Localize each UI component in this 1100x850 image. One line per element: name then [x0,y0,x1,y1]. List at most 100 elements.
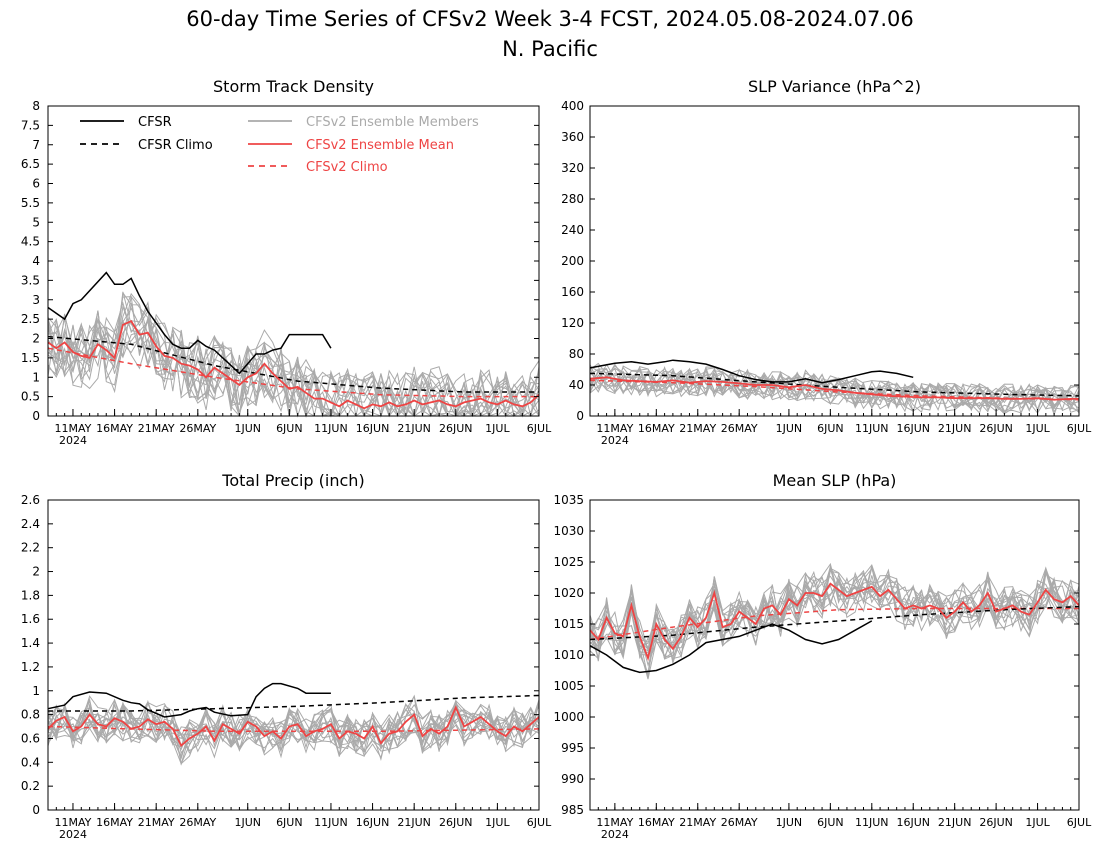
x-tick-label: 11JUN [855,422,889,435]
x-tick-label: 6JUN [817,422,844,435]
series-cfsr-climo [589,372,1080,397]
y-tick-label: 280 [561,192,584,206]
y-tick-label: 1 [32,684,40,698]
x-tick-label: 1JUL [1025,816,1050,829]
series-cfsv2-ensemble-mean [47,319,540,410]
x-tick-label: 1JUN [234,422,261,435]
y-tick-label: 985 [561,803,584,817]
y-tick-label: 2.6 [21,493,40,507]
x-tick-label: 26MAY [179,816,216,829]
y-tick-label: 0.6 [21,731,40,745]
x-tick-label: 26JUN [979,816,1013,829]
x-tick-label: 1JUN [776,816,803,829]
figure-title: 60-day Time Series of CFSv2 Week 3-4 FCS… [186,7,914,31]
y-tick-label: 0 [32,409,40,423]
y-tick-label: 7.5 [21,118,40,132]
y-tick-label: 1005 [553,679,584,693]
x-tick-label: 6JUL [1067,422,1092,435]
x-tick-label: 21JUN [397,816,431,829]
ensemble-members [589,562,1080,680]
x-tick-label: 1JUL [1025,422,1050,435]
y-tick-label: 1015 [553,617,584,631]
series-cfsr [589,620,873,674]
y-tick-label: 0 [576,409,584,423]
ensemble-member-line [47,701,540,765]
y-tick-label: 0.2 [21,779,40,793]
x-tick-label: 1JUN [234,816,261,829]
x-tick-label: 16MAY [638,422,675,435]
x-tick-label: 16JUN [356,816,390,829]
y-tick-label: 3 [32,293,40,307]
x-tick-label: 6JUL [1067,816,1092,829]
x-tick-label: 26JUN [439,816,473,829]
x-year-label: 2024 [59,828,87,841]
y-tick-label: 0.5 [21,390,40,404]
x-tick-label: 6JUN [276,422,303,435]
x-tick-label: 16JUN [356,422,390,435]
x-tick-label: 11MAY [55,422,92,435]
y-tick-label: 2.4 [21,517,40,531]
x-tick-label: 21JUN [938,816,972,829]
series-cfsv2-ensemble-mean [589,376,1079,401]
y-tick-label: 1.5 [21,351,40,365]
series-cfsr [589,359,914,384]
x-tick-label: 26MAY [179,422,216,435]
y-tick-label: 1010 [553,648,584,662]
y-tick-label: 160 [561,285,584,299]
x-tick-label: 26JUN [439,422,473,435]
series-cfsr [47,682,331,718]
y-tick-label: 120 [561,316,584,330]
x-tick-label: 16JUN [896,422,930,435]
chart-panel-2: SLP Variance (hPa^2) 0 40 80 120 160 200 240 280… [561,77,1092,447]
x-tick-label: 16MAY [96,816,133,829]
y-tick-label: 1.2 [21,660,40,674]
y-tick-label: 2 [32,332,40,346]
x-tick-label: 11MAY [55,816,92,829]
legend-label-cfsr-climo: CFSR Climo [138,138,213,153]
ensemble-member-line [47,316,540,418]
y-tick-label: 990 [561,772,584,786]
x-tick-label: 11MAY [596,816,633,829]
x-tick-label: 21MAY [138,422,175,435]
y-tick-label: 320 [561,161,584,175]
x-year-label: 2024 [601,434,629,447]
series-cfsr-climo [47,335,539,393]
y-tick-label: 5.5 [21,196,40,210]
y-tick-label: 2.5 [21,312,40,326]
x-tick-label: 21JUN [397,422,431,435]
panel-title: Mean SLP (hPa) [773,471,897,490]
y-tick-label: 1020 [553,586,584,600]
x-tick-label: 1JUL [485,816,510,829]
panel-title: Storm Track Density [213,77,374,96]
legend-label-cfsr: CFSR [138,115,172,130]
legend: CFSR CFSR Climo CFSv2 Ensemble Members CFSv… [80,115,479,175]
ensemble-members [47,291,540,418]
chart-panel-4: Mean SLP (hPa) 985 990 995 1000 1005 1010 1015 1… [553,471,1092,841]
ensemble-member-line [589,369,1080,411]
series-cfsr-climo [589,605,1080,641]
legend-label-mean: CFSv2 Ensemble Mean [306,138,454,153]
ensemble-member-line [589,563,1080,660]
series-cfsr-climo [48,694,540,712]
chart-panel-1: Storm Track Density 0 0.5 1 1.5 2 2.5 3 3.5 4 4.5 5… [21,77,552,447]
y-tick-label: 0 [32,803,40,817]
chart-panel-3: Total Precip (inch) 0 0.2 0.4 0.6 0.8 1 1.2 1.4 1… [21,471,552,841]
ensemble-member-line [589,362,1080,412]
ensemble-members [589,362,1080,417]
x-year-label: 2024 [601,828,629,841]
y-tick-label: 0.8 [21,708,40,722]
y-tick-label: 1035 [553,493,584,507]
y-tick-label: 4 [32,254,40,268]
x-tick-label: 1JUL [485,422,510,435]
x-tick-label: 11JUN [314,422,348,435]
y-tick-label: 1025 [553,555,584,569]
y-tick-label: 360 [561,130,584,144]
y-tick-label: 1030 [553,524,584,538]
series-cfsr [47,271,332,375]
y-tick-label: 1000 [553,710,584,724]
y-tick-label: 0.4 [21,755,40,769]
x-tick-label: 11MAY [596,422,633,435]
chart-panels: Storm Track Density 0 0.5 1 1.5 2 2.5 3 3.5 4 4.5 5… [21,77,1092,841]
x-tick-label: 16JUN [896,816,930,829]
